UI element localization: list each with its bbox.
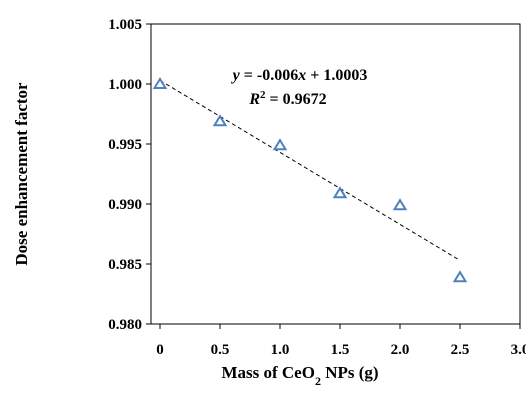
y-tick-label: 0.985	[108, 257, 142, 273]
y-axis-title: Dose enhancement factor	[12, 82, 31, 266]
y-tick-label: 1.005	[108, 17, 142, 33]
x-tick-label: 1.5	[331, 342, 350, 358]
x-tick-label: 2.5	[451, 342, 470, 358]
x-tick-label: 2.0	[391, 342, 410, 358]
y-tick-label: 1.000	[108, 77, 142, 93]
y-tick-label: 0.995	[108, 137, 142, 153]
x-axis-ticks: 0 0.5 1.0 1.5 2.0 2.5 3.0	[156, 324, 526, 358]
y-tick-label: 0.990	[108, 197, 142, 213]
x-tick-label: 0.5	[211, 342, 230, 358]
data-point	[272, 138, 288, 151]
data-point	[212, 114, 228, 127]
trendline	[159, 79, 461, 261]
x-axis-title: Mass of CeO2 NPs (g)	[221, 363, 378, 388]
data-point	[452, 270, 468, 283]
x-tick-label: 3.0	[511, 342, 526, 358]
plot-area-frame	[150, 23, 521, 325]
y-tick-label: 0.980	[108, 317, 142, 333]
equation-label: y = -0.006x + 1.0003	[231, 67, 368, 84]
x-tick-label: 1.0	[271, 342, 290, 358]
data-point	[392, 198, 408, 211]
data-point	[332, 186, 348, 199]
x-tick-label: 0	[156, 342, 164, 358]
data-points	[152, 77, 468, 283]
data-point	[152, 77, 168, 89]
y-axis-ticks: 0.980 0.985 0.990 0.995 1.000 1.005	[108, 17, 151, 333]
r-squared-label: R2 = 0.9672	[248, 89, 326, 108]
